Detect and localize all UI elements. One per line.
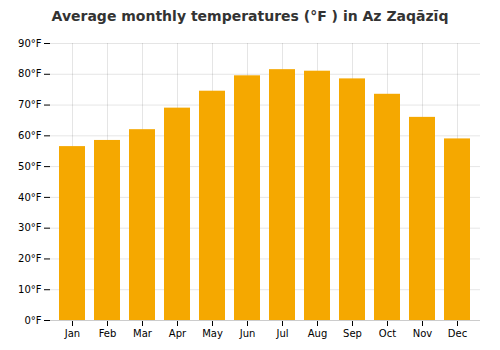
svg-text:Jul: Jul [275, 328, 288, 339]
svg-text:Nov: Nov [413, 328, 433, 339]
svg-text:Apr: Apr [169, 328, 187, 339]
svg-text:0°F: 0°F [24, 315, 41, 326]
svg-text:Dec: Dec [448, 328, 467, 339]
svg-text:Sep: Sep [343, 328, 362, 339]
svg-text:Feb: Feb [99, 328, 117, 339]
svg-text:Jun: Jun [239, 328, 256, 339]
svg-text:Jan: Jan [64, 328, 80, 339]
svg-text:Aug: Aug [308, 328, 328, 339]
svg-text:60°F: 60°F [18, 130, 42, 141]
svg-text:50°F: 50°F [18, 161, 42, 172]
html-text:Average monthly temperatures (: Average monthly temperatures (°F ) in Az… [51, 8, 449, 24]
svg-text:May: May [202, 328, 223, 339]
svg-text:30°F: 30°F [18, 222, 42, 233]
svg-text:Mar: Mar [133, 328, 153, 339]
svg-text:70°F: 70°F [18, 99, 42, 110]
svg-text:40°F: 40°F [18, 192, 42, 203]
svg-text:90°F: 90°F [18, 38, 42, 49]
svg-text:80°F: 80°F [18, 68, 42, 79]
svg-text:20°F: 20°F [18, 253, 42, 264]
svg-text:Oct: Oct [379, 328, 396, 339]
svg-text:10°F: 10°F [18, 284, 42, 295]
